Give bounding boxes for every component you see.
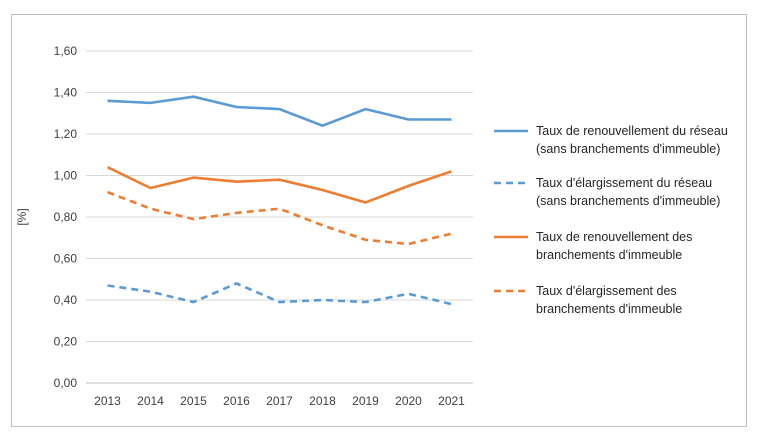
y-tick-label: 0,00 [54,376,78,390]
legend-label-2: Taux d'élargissement du réseau [536,176,712,190]
series-line-1 [107,95,452,127]
legend-label-4: branchements d'immeuble [536,302,682,316]
y-tick-label: 1,40 [54,86,78,100]
x-tick-label: 2018 [309,394,336,408]
chart-frame: 0,00 0,20 0,40 0,60 0,80 1,00 1,20 1,40 1,60 2013… [11,14,747,427]
y-axis-label: [%] [15,208,29,225]
legend-label-2: (sans branchements d'immeuble) [536,194,720,208]
x-tick-label: 2013 [94,394,121,408]
legend-label-1: Taux de renouvellement du réseau [536,124,728,138]
series-line-4 [107,190,452,246]
x-tick-label: 2021 [438,394,465,408]
series-line-2 [107,282,452,306]
y-tick-label: 0,80 [54,210,78,224]
y-tick-label: 0,40 [54,293,78,307]
x-tick-label: 2017 [266,394,293,408]
legend-label-3: Taux de renouvellement des [536,230,692,244]
legend-label-3: branchements d'immeuble [536,248,682,262]
x-tick-label: 2020 [395,394,422,408]
y-tick-label: 0,60 [54,252,78,266]
line-chart: 0,00 0,20 0,40 0,60 0,80 1,00 1,20 1,40 1,60 2013… [15,44,728,408]
x-tick-label: 2019 [352,394,379,408]
legend-label-1: (sans branchements d'immeuble) [536,142,720,156]
x-tick-label: 2016 [223,394,250,408]
legend-label-4: Taux d'élargissement des [536,284,677,298]
series-line-3 [106,166,452,204]
x-tick-label: 2015 [180,394,207,408]
y-tick-label: 1,00 [54,169,78,183]
y-tick-label: 0,20 [54,335,78,349]
x-tick-label: 2014 [137,394,164,408]
y-tick-label: 1,60 [54,44,78,58]
y-tick-label: 1,20 [54,127,78,141]
